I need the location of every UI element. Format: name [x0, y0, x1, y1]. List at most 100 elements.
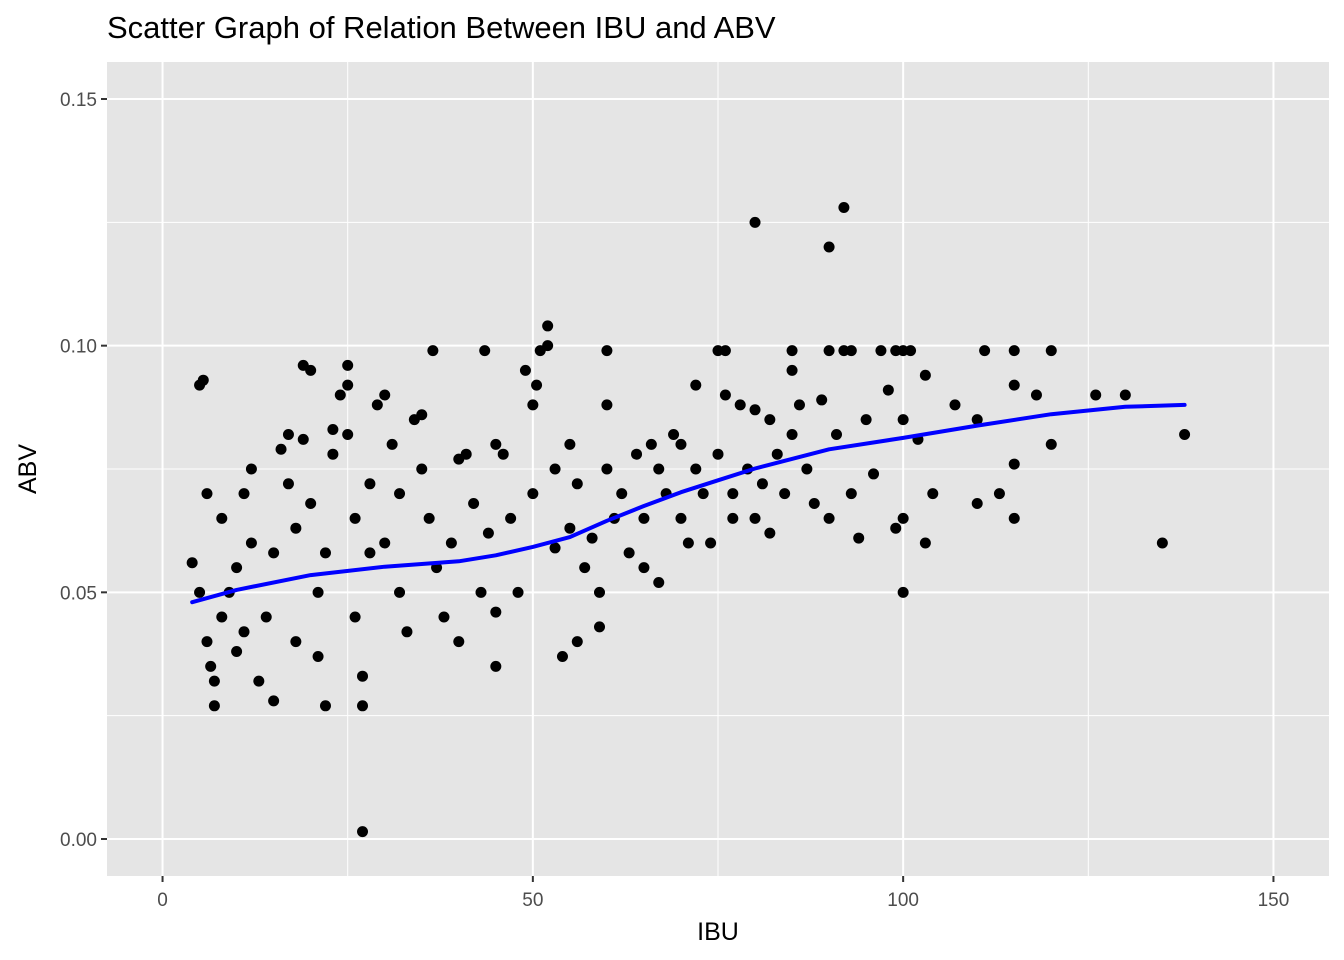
- data-point: [297, 433, 309, 445]
- data-point: [860, 414, 872, 426]
- data-point: [512, 586, 524, 598]
- data-point: [208, 700, 220, 712]
- data-point: [197, 374, 209, 386]
- x-tick-label: 100: [887, 890, 919, 911]
- data-point: [379, 389, 391, 401]
- data-point: [1008, 379, 1020, 391]
- data-point: [564, 522, 576, 534]
- data-point: [1090, 389, 1102, 401]
- data-point: [949, 399, 961, 411]
- data-point: [401, 626, 413, 638]
- data-point: [268, 695, 280, 707]
- data-point: [231, 562, 243, 574]
- data-point: [1008, 512, 1020, 524]
- major-gridlines: [107, 62, 1329, 876]
- data-point: [327, 424, 339, 436]
- data-point: [497, 448, 509, 460]
- data-point: [749, 216, 761, 228]
- data-point: [601, 463, 613, 475]
- data-point: [475, 586, 487, 598]
- data-point: [468, 498, 480, 510]
- data-point: [571, 636, 583, 648]
- data-point: [1045, 345, 1057, 357]
- y-tick-label: 0.10: [60, 337, 97, 358]
- data-point: [897, 586, 909, 598]
- data-point: [719, 389, 731, 401]
- data-point: [282, 478, 294, 490]
- data-point: [231, 646, 243, 658]
- data-point: [490, 660, 502, 672]
- data-point: [394, 488, 406, 500]
- data-point: [882, 384, 894, 396]
- data-point: [653, 463, 665, 475]
- data-point: [779, 488, 791, 500]
- data-point: [319, 547, 331, 559]
- data-point: [764, 414, 776, 426]
- data-point: [823, 345, 835, 357]
- data-point: [705, 537, 717, 549]
- data-point: [808, 498, 820, 510]
- data-point: [282, 428, 294, 440]
- x-tick-label: 150: [1258, 890, 1290, 911]
- data-point: [897, 414, 909, 426]
- data-point: [1156, 537, 1168, 549]
- data-point: [890, 522, 902, 534]
- data-point: [993, 488, 1005, 500]
- smooth-line-layer: [190, 402, 1187, 605]
- data-point: [427, 345, 439, 357]
- data-point: [675, 438, 687, 450]
- data-point: [927, 488, 939, 500]
- data-point: [749, 512, 761, 524]
- data-point: [423, 512, 435, 524]
- data-point: [653, 576, 665, 588]
- data-point: [1008, 458, 1020, 470]
- data-point: [312, 586, 324, 598]
- data-point: [631, 448, 643, 460]
- data-point: [505, 512, 517, 524]
- data-point: [416, 463, 428, 475]
- data-point: [482, 527, 494, 539]
- data-point: [216, 611, 228, 623]
- data-point: [875, 345, 887, 357]
- data-point: [205, 660, 217, 672]
- data-point: [623, 547, 635, 559]
- data-point: [445, 537, 457, 549]
- data-point: [186, 557, 198, 569]
- data-point: [638, 512, 650, 524]
- data-point: [245, 537, 257, 549]
- smooth-trend-line: [190, 402, 1187, 605]
- data-point: [756, 478, 768, 490]
- data-point: [682, 537, 694, 549]
- data-point: [549, 542, 561, 554]
- data-point: [1119, 389, 1131, 401]
- data-point: [290, 522, 302, 534]
- chart-title: Scatter Graph of Relation Between IBU an…: [107, 10, 776, 45]
- y-axis: 0.00 0.05 0.10 0.15: [60, 90, 107, 851]
- data-point: [542, 340, 554, 352]
- data-point: [690, 379, 702, 391]
- data-point: [531, 379, 543, 391]
- data-point: [786, 428, 798, 440]
- data-point: [971, 414, 983, 426]
- data-point: [594, 621, 606, 633]
- data-point: [371, 399, 383, 411]
- data-point: [327, 448, 339, 460]
- x-tick-label: 0: [157, 890, 168, 911]
- data-point: [268, 547, 280, 559]
- data-point: [357, 826, 369, 838]
- data-point: [1008, 345, 1020, 357]
- data-point: [305, 364, 317, 376]
- data-point: [771, 448, 783, 460]
- data-point: [238, 488, 250, 500]
- data-point: [364, 547, 376, 559]
- data-point: [319, 700, 331, 712]
- data-point: [919, 369, 931, 381]
- data-point: [845, 345, 857, 357]
- data-point: [556, 650, 568, 662]
- x-axis-title: IBU: [697, 918, 739, 946]
- scatter-points: [186, 202, 1191, 838]
- data-point: [527, 399, 539, 411]
- data-point: [601, 399, 613, 411]
- data-point: [260, 611, 272, 623]
